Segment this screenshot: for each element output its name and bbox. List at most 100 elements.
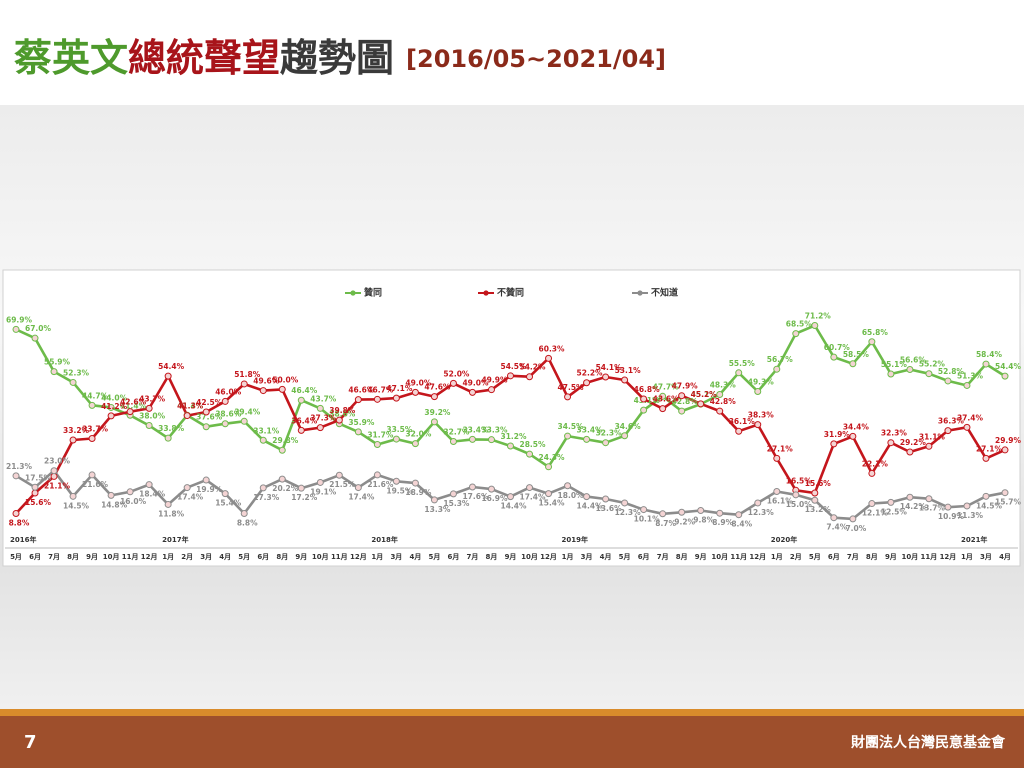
x-tick-label: 7月 xyxy=(657,553,669,561)
data-label: 15.6% xyxy=(805,479,832,488)
data-label: 71.2% xyxy=(805,312,832,321)
data-point xyxy=(278,385,286,393)
data-point xyxy=(944,427,952,435)
x-tick-label: 5月 xyxy=(238,553,250,561)
data-label: 47.7% xyxy=(653,382,680,391)
data-label: 12.3% xyxy=(748,508,775,517)
x-tick-label: 10月 xyxy=(902,553,919,561)
x-tick-label: 1月 xyxy=(961,553,973,561)
legend-label: 不知道 xyxy=(651,287,678,299)
data-point xyxy=(526,373,534,381)
data-label: 60.3% xyxy=(539,344,566,353)
x-tick-label: 12月 xyxy=(940,553,957,561)
data-point xyxy=(202,423,210,431)
data-point xyxy=(145,422,153,430)
data-point xyxy=(773,365,781,373)
data-point xyxy=(697,400,705,408)
data-point xyxy=(278,446,286,454)
data-point xyxy=(811,489,819,497)
data-point xyxy=(487,436,495,444)
data-label: 10.1% xyxy=(634,515,661,524)
data-label: 8.7% xyxy=(655,519,676,528)
data-label: 39.4% xyxy=(234,407,261,416)
data-label: 21.6% xyxy=(82,480,109,489)
x-tick-label: 4月 xyxy=(219,553,231,561)
data-point xyxy=(145,481,153,489)
organization: 財團法人台灣民意基金會 xyxy=(850,734,1006,751)
data-point xyxy=(354,428,362,436)
data-point xyxy=(221,490,229,498)
x-tick-label: 11月 xyxy=(730,553,747,561)
data-label: 41.2% xyxy=(101,402,128,411)
x-tick-label: 10月 xyxy=(711,553,728,561)
data-label: 21.3% xyxy=(6,462,33,471)
data-label: 46.7% xyxy=(367,385,394,394)
data-label: 19.5% xyxy=(386,486,413,495)
data-label: 33.7% xyxy=(82,424,109,433)
data-point xyxy=(259,484,267,492)
x-tick-label: 8月 xyxy=(67,553,79,561)
data-point xyxy=(297,396,305,404)
year-label: 2017年 xyxy=(162,535,188,544)
data-point xyxy=(564,482,572,490)
data-point xyxy=(602,373,610,381)
data-label: 38.6% xyxy=(329,410,356,419)
data-label: 27.1% xyxy=(976,444,1003,453)
data-label: 11.3% xyxy=(957,511,984,520)
data-label: 49.9% xyxy=(481,376,508,385)
data-label: 46.0% xyxy=(215,387,242,396)
data-point xyxy=(31,334,39,342)
data-label: 49.0% xyxy=(405,378,432,387)
data-point xyxy=(164,372,172,380)
data-label: 34.5% xyxy=(558,422,585,431)
data-label: 47.1% xyxy=(386,384,413,393)
data-label: 49.3% xyxy=(748,377,775,386)
data-point xyxy=(906,493,914,501)
data-point xyxy=(906,365,914,373)
x-tick-label: 7月 xyxy=(847,553,859,561)
data-label: 42.5% xyxy=(196,398,223,407)
data-label: 42.8% xyxy=(672,397,699,406)
x-tick-label: 6月 xyxy=(638,553,650,561)
data-point xyxy=(982,492,990,500)
footer-bar xyxy=(0,716,1024,768)
data-point xyxy=(659,392,667,400)
data-point xyxy=(12,325,20,333)
data-label: 17.2% xyxy=(291,493,318,502)
data-label: 14.2% xyxy=(900,502,927,511)
data-point xyxy=(1001,446,1009,454)
data-point xyxy=(868,500,876,508)
x-tick-label: 12月 xyxy=(350,553,367,561)
data-point xyxy=(887,370,895,378)
data-label: 12.5% xyxy=(881,507,908,516)
data-label: 14.8% xyxy=(101,500,128,509)
data-point xyxy=(12,472,20,480)
x-tick-label: 5月 xyxy=(10,553,22,561)
data-point xyxy=(126,408,134,416)
data-point xyxy=(259,387,267,395)
x-tick-label: 1月 xyxy=(562,553,574,561)
data-label: 34.4% xyxy=(843,422,870,431)
data-label: 18.4% xyxy=(139,490,166,499)
data-label: 52.8% xyxy=(938,367,965,376)
data-label: 48.3% xyxy=(710,380,737,389)
data-point xyxy=(392,477,400,485)
data-label: 54.4% xyxy=(995,362,1022,371)
data-label: 17.4% xyxy=(520,493,547,502)
data-point xyxy=(849,432,857,440)
data-point xyxy=(602,495,610,503)
x-tick-label: 8月 xyxy=(486,553,498,561)
data-label: 68.5% xyxy=(786,320,813,329)
data-point xyxy=(50,467,58,475)
data-label: 38.6% xyxy=(215,410,242,419)
data-point xyxy=(887,439,895,447)
data-label: 17.6% xyxy=(462,492,489,501)
data-point xyxy=(316,424,324,432)
data-label: 17.3% xyxy=(253,493,280,502)
data-point xyxy=(183,484,191,492)
data-point xyxy=(430,418,438,426)
data-label: 8.8% xyxy=(9,518,30,527)
data-label: 31.1% xyxy=(919,432,946,441)
data-label: 51.3% xyxy=(957,371,984,380)
x-tick-label: 9月 xyxy=(86,553,98,561)
